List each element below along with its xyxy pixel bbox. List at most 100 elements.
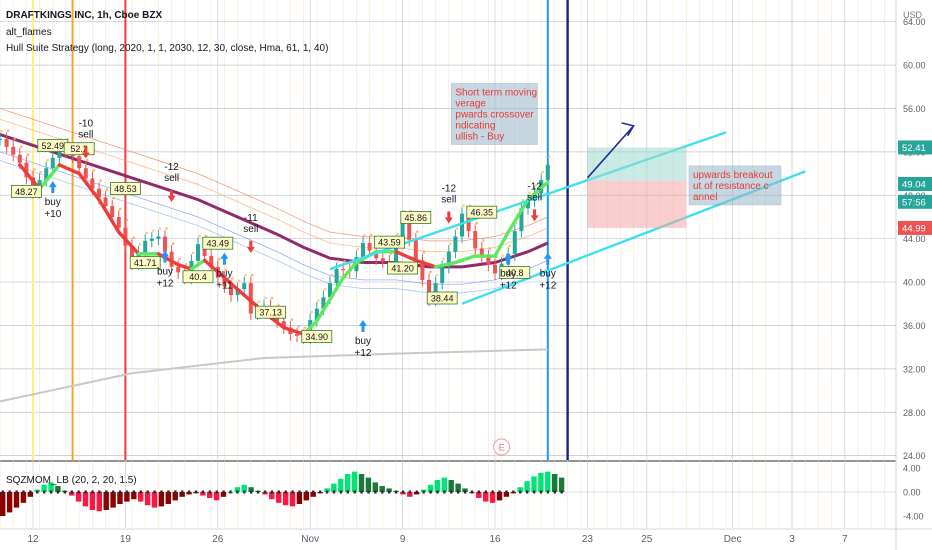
hull-suite-segment <box>222 276 246 297</box>
momentum-bar <box>48 482 54 492</box>
buy-arrow-icon <box>161 250 169 263</box>
squeeze-dot <box>22 490 25 494</box>
flame-dot <box>165 227 168 230</box>
x-tick-label: Dec <box>724 534 742 545</box>
flame-dot <box>396 232 399 236</box>
candle-body <box>526 200 530 209</box>
candle-body <box>77 156 82 169</box>
flame-dot <box>132 236 135 240</box>
momentum-bar <box>144 492 151 506</box>
earnings-label: E <box>499 442 505 452</box>
price-label-box <box>499 265 531 279</box>
trend-arrow-shaft <box>586 125 635 179</box>
squeeze-dot <box>98 490 101 494</box>
momentum-bar <box>489 492 496 503</box>
candle-body <box>17 154 22 163</box>
squeeze-dot <box>132 490 136 494</box>
squeeze-dot <box>477 490 481 494</box>
indicator-alt-flames-legend[interactable]: alt_flames <box>6 27 52 38</box>
buy-arrow-icon <box>504 252 513 265</box>
squeeze-dot <box>319 490 322 494</box>
buy-signal-qty: +12 <box>157 279 174 290</box>
buy-signal-qty: +12 <box>355 348 372 359</box>
momentum-bar <box>103 492 109 510</box>
hull-suite-segment <box>97 197 121 234</box>
squeeze-dot <box>215 490 218 494</box>
flame-dot <box>462 204 465 208</box>
candle-body <box>130 245 134 264</box>
sell-signal-label: sell <box>441 195 456 206</box>
momentum-bar <box>531 476 537 492</box>
oscillator-tick-label: 0.00 <box>903 488 921 498</box>
candle-body <box>156 236 161 239</box>
squeeze-dot <box>298 490 301 494</box>
momentum-bar <box>462 488 468 492</box>
squeeze-dot <box>353 490 356 494</box>
x-tick-label: 7 <box>842 534 848 545</box>
squeeze-dot <box>229 490 232 494</box>
hull-suite-segment <box>77 171 101 202</box>
price-scale-tag: 44.99 <box>902 223 926 234</box>
momentum-bar <box>338 478 344 492</box>
squeeze-dot <box>408 490 412 494</box>
buy-signal-label: buy <box>45 197 61 208</box>
price-label-box <box>301 330 333 343</box>
momentum-bar <box>365 477 372 492</box>
price-scale-tag-box <box>898 220 932 235</box>
x-tick-label: 16 <box>489 534 501 545</box>
momentum-bar <box>151 492 158 508</box>
price-label: 48.27 <box>15 187 38 197</box>
squeeze-dot <box>263 490 267 494</box>
x-tick-label: 3 <box>789 534 795 545</box>
flame-dot <box>488 247 492 250</box>
annotation-crossover-box <box>451 83 538 145</box>
candle-body <box>11 146 16 155</box>
price-scale-tag: 52.41 <box>902 143 926 154</box>
flame-dot <box>6 129 10 133</box>
squeeze-dot <box>208 490 211 494</box>
candle-body <box>486 256 491 265</box>
buy-arrow-icon <box>220 252 229 265</box>
flame-dot <box>46 158 49 162</box>
hull-suite-segment <box>18 163 42 191</box>
hull-suite-segment <box>315 297 332 323</box>
flame-dot <box>297 324 300 328</box>
price-label: 38.44 <box>431 294 454 304</box>
buy-signal-label: buy <box>540 269 556 280</box>
price-label: 52.49 <box>42 141 65 151</box>
sell-arrow-icon <box>167 189 176 202</box>
momentum-bar <box>131 492 137 500</box>
position-profit-zone <box>587 147 687 181</box>
indicator-hull-suite-legend[interactable]: Hull Suite Strategy (long, 2020, 1, 1, 2… <box>6 43 329 54</box>
flame-dot <box>449 242 452 245</box>
x-tick-label: 19 <box>120 534 132 545</box>
momentum-bar <box>503 492 510 497</box>
price-label: 48.53 <box>114 184 137 194</box>
x-tick-label: 23 <box>582 534 594 545</box>
long-moving-average <box>0 348 548 403</box>
squeeze-dot <box>250 490 253 494</box>
momentum-bar <box>220 492 227 497</box>
flame-dot <box>105 188 109 191</box>
momentum-bar <box>41 484 47 492</box>
momentum-bar <box>124 492 130 502</box>
sell-arrow-icon <box>246 240 255 253</box>
momentum-bar <box>179 492 185 497</box>
sell-arrow-icon <box>444 211 453 224</box>
oscillator-params: (20, 2, 20, 1.5) <box>71 475 137 486</box>
squeeze-dot <box>284 490 287 494</box>
flame-dot <box>429 270 432 274</box>
oscillator-legend[interactable]: SQZMOM_LB (20, 2, 20, 1.5) <box>6 475 137 486</box>
candle-body <box>57 147 62 158</box>
squeeze-dot <box>346 490 349 494</box>
momentum-bar <box>138 492 144 502</box>
candle-body <box>473 231 478 249</box>
flame-dot <box>99 179 102 183</box>
flame-dot <box>475 221 479 225</box>
squeeze-dot <box>491 490 494 494</box>
squeeze-dot <box>546 490 550 494</box>
flame-dot <box>138 242 142 246</box>
momentum-bar <box>331 483 337 492</box>
sell-signal-qty: -12 <box>164 162 179 173</box>
